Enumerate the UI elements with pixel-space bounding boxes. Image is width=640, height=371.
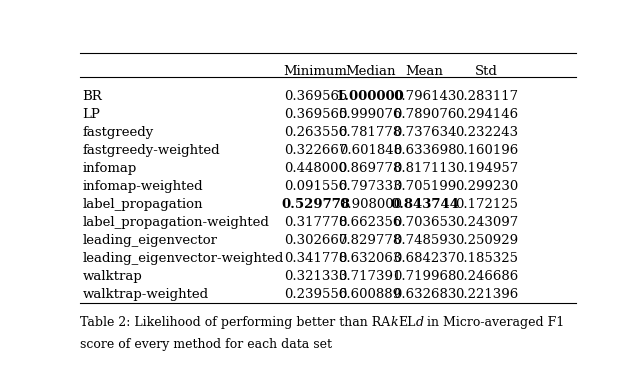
Text: 0.263556: 0.263556 <box>284 126 348 139</box>
Text: leading_eigenvector: leading_eigenvector <box>83 234 218 247</box>
Text: 0.529778: 0.529778 <box>281 198 350 211</box>
Text: Mean: Mean <box>406 65 444 78</box>
Text: 1.000000: 1.000000 <box>336 90 404 103</box>
Text: 0.684237: 0.684237 <box>393 252 456 265</box>
Text: 0.160196: 0.160196 <box>455 144 518 157</box>
Text: 0.719968: 0.719968 <box>393 270 456 283</box>
Text: 0.869778: 0.869778 <box>339 162 402 175</box>
Text: leading_eigenvector-weighted: leading_eigenvector-weighted <box>83 252 284 265</box>
Text: 0.737634: 0.737634 <box>393 126 456 139</box>
Text: 0.601848: 0.601848 <box>339 144 402 157</box>
Text: in Micro-averaged F1: in Micro-averaged F1 <box>423 316 564 329</box>
Text: LP: LP <box>83 108 100 121</box>
Text: Std: Std <box>476 65 498 78</box>
Text: 0.185325: 0.185325 <box>455 252 518 265</box>
Text: walktrap-weighted: walktrap-weighted <box>83 288 209 301</box>
Text: fastgreedy-weighted: fastgreedy-weighted <box>83 144 220 157</box>
Text: score of every method for each data set: score of every method for each data set <box>80 338 332 351</box>
Text: BR: BR <box>83 90 102 103</box>
Text: 0.797333: 0.797333 <box>339 180 402 193</box>
Text: 0.322667: 0.322667 <box>284 144 348 157</box>
Text: 0.246686: 0.246686 <box>455 270 518 283</box>
Text: 0.243097: 0.243097 <box>455 216 518 229</box>
Text: label_propagation-weighted: label_propagation-weighted <box>83 216 269 229</box>
Text: 0.662356: 0.662356 <box>339 216 402 229</box>
Text: 0.908000: 0.908000 <box>339 198 402 211</box>
Text: Table 2: Likelihood of performing better than RA: Table 2: Likelihood of performing better… <box>80 316 390 329</box>
Text: fastgreedy: fastgreedy <box>83 126 154 139</box>
Text: 0.221396: 0.221396 <box>455 288 518 301</box>
Text: infomap-weighted: infomap-weighted <box>83 180 203 193</box>
Text: 0.632063: 0.632063 <box>339 252 402 265</box>
Text: 0.369565: 0.369565 <box>284 90 348 103</box>
Text: 0.600889: 0.600889 <box>339 288 402 301</box>
Text: 0.369565: 0.369565 <box>284 108 348 121</box>
Text: walktrap: walktrap <box>83 270 142 283</box>
Text: 0.717391: 0.717391 <box>339 270 402 283</box>
Text: 0.250929: 0.250929 <box>455 234 518 247</box>
Text: EL: EL <box>398 316 415 329</box>
Text: 0.299230: 0.299230 <box>455 180 518 193</box>
Text: d: d <box>415 316 423 329</box>
Text: 0.294146: 0.294146 <box>455 108 518 121</box>
Text: 0.781778: 0.781778 <box>339 126 402 139</box>
Text: label_propagation: label_propagation <box>83 198 203 211</box>
Text: 0.817113: 0.817113 <box>393 162 456 175</box>
Text: 0.091556: 0.091556 <box>284 180 347 193</box>
Text: 0.302667: 0.302667 <box>284 234 348 247</box>
Text: 0.843744: 0.843744 <box>390 198 460 211</box>
Text: 0.748593: 0.748593 <box>393 234 456 247</box>
Text: 0.705199: 0.705199 <box>393 180 456 193</box>
Text: 0.194957: 0.194957 <box>455 162 518 175</box>
Text: 0.999076: 0.999076 <box>339 108 402 121</box>
Text: 0.239556: 0.239556 <box>284 288 348 301</box>
Text: 0.448000: 0.448000 <box>284 162 347 175</box>
Text: 0.633698: 0.633698 <box>393 144 456 157</box>
Text: infomap: infomap <box>83 162 137 175</box>
Text: 0.829778: 0.829778 <box>339 234 402 247</box>
Text: 0.703653: 0.703653 <box>393 216 456 229</box>
Text: 0.321333: 0.321333 <box>284 270 348 283</box>
Text: 0.232243: 0.232243 <box>455 126 518 139</box>
Text: k: k <box>390 316 398 329</box>
Text: 0.172125: 0.172125 <box>455 198 518 211</box>
Text: Median: Median <box>345 65 396 78</box>
Text: 0.796143: 0.796143 <box>393 90 456 103</box>
Text: 0.317778: 0.317778 <box>284 216 348 229</box>
Text: 0.341778: 0.341778 <box>284 252 348 265</box>
Text: 0.283117: 0.283117 <box>455 90 518 103</box>
Text: Minimum: Minimum <box>284 65 348 78</box>
Text: 0.632683: 0.632683 <box>393 288 456 301</box>
Text: 0.789076: 0.789076 <box>393 108 456 121</box>
